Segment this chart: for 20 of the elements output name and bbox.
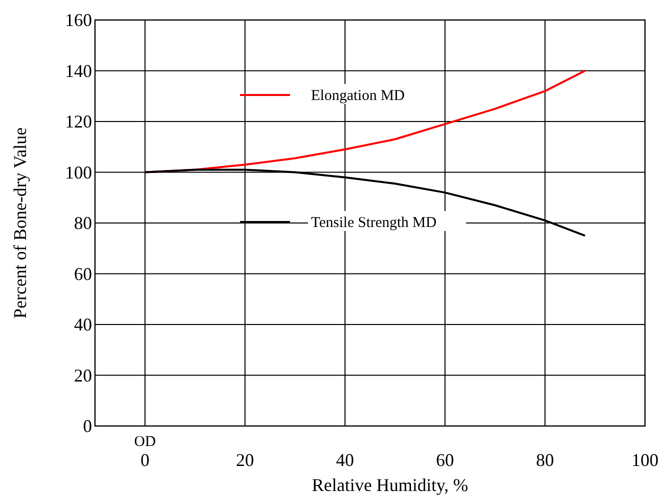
x-tick-label: 80 bbox=[536, 450, 554, 470]
y-tick-label: 0 bbox=[83, 416, 92, 436]
y-tick-label: 120 bbox=[65, 112, 92, 132]
x-tick-label: 60 bbox=[436, 450, 454, 470]
x-tick-label: 40 bbox=[336, 450, 354, 470]
x-axis-title: Relative Humidity, % bbox=[312, 475, 468, 495]
text: OD bbox=[134, 434, 156, 450]
y-tick-label: 80 bbox=[74, 213, 92, 233]
y-tick-label: 140 bbox=[65, 60, 92, 81]
y-tick-label: 160 bbox=[65, 10, 92, 30]
y-tick-label: 40 bbox=[74, 314, 92, 334]
x-tick-label: 100 bbox=[632, 450, 658, 470]
y-tick-label: 60 bbox=[74, 264, 92, 284]
y-axis-title: Percent of Bone-dry Value bbox=[10, 127, 30, 319]
legend-label: Tensile Strength MD bbox=[311, 215, 437, 231]
x-tick-label: 0 bbox=[140, 450, 150, 470]
y-tick-label: 100 bbox=[65, 162, 92, 182]
legend-label: Elongation MD bbox=[311, 88, 405, 104]
x-tick-label: 20 bbox=[236, 450, 254, 470]
y-tick-label: 20 bbox=[74, 365, 92, 386]
